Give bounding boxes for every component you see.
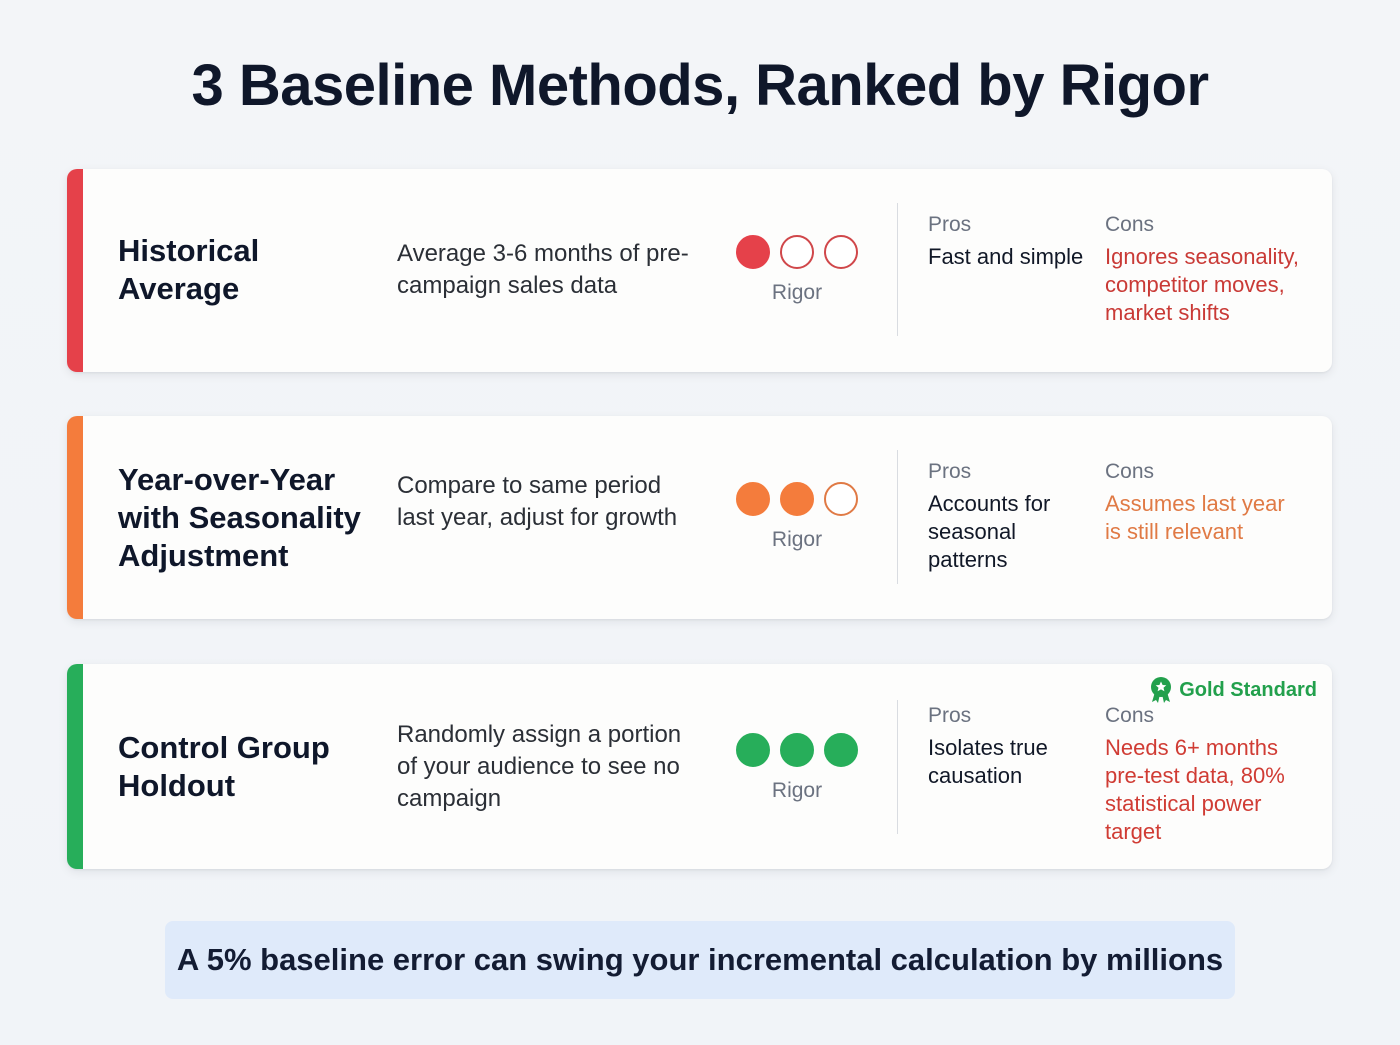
rigor-label: Rigor xyxy=(771,281,823,304)
rigor-dot-filled xyxy=(736,235,770,269)
key-insight-banner: A 5% baseline error can swing your incre… xyxy=(165,921,1235,999)
pros-label: Pros xyxy=(928,704,972,727)
pros-column: Pros Fast and simple xyxy=(928,213,1088,271)
rigor-dot-filled xyxy=(824,733,858,767)
column-divider xyxy=(897,450,898,584)
column-divider xyxy=(897,700,898,834)
rigor-dot-filled xyxy=(736,482,770,516)
pros-text: Isolates true causation xyxy=(928,735,1048,788)
rigor-label: Rigor xyxy=(771,528,823,551)
rigor-dot-filled xyxy=(780,733,814,767)
pros-text: Fast and simple xyxy=(928,244,1084,269)
cons-column: Cons Ignores seasonality, competitor mov… xyxy=(1105,213,1325,327)
rigor-rating: Rigor xyxy=(735,482,859,552)
cons-column: Cons Needs 6+ months pre-test data, 80% … xyxy=(1105,704,1325,846)
rigor-dot-empty xyxy=(824,235,858,269)
rigor-dot-filled xyxy=(736,733,770,767)
rigor-label: Rigor xyxy=(771,779,823,802)
badge-label: Gold Standard xyxy=(1179,678,1317,701)
pros-label: Pros xyxy=(928,460,972,483)
pros-label: Pros xyxy=(928,213,972,236)
rigor-rating: Rigor xyxy=(735,235,859,305)
rigor-dot-empty xyxy=(780,235,814,269)
pros-text: Accounts for seasonal patterns xyxy=(928,491,1051,572)
rigor-rating: Rigor xyxy=(735,733,859,803)
method-card-year-over-year: Year-over-Year with Seasonality Adjustme… xyxy=(67,416,1332,619)
method-card-control-group-holdout: Control Group Holdout Randomly assign a … xyxy=(67,664,1332,869)
rank-color-stripe xyxy=(67,664,83,869)
page-title: 3 Baseline Methods, Ranked by Rigor xyxy=(191,53,1209,118)
cons-text: Ignores seasonality, competitor moves, m… xyxy=(1105,244,1300,325)
method-name: Historical Average xyxy=(118,233,260,306)
cons-label: Cons xyxy=(1105,460,1155,483)
method-card-historical-average: Historical Average Average 3-6 months of… xyxy=(67,169,1332,372)
cons-label: Cons xyxy=(1105,213,1155,236)
rank-color-stripe xyxy=(67,416,83,619)
method-name: Control Group Holdout xyxy=(118,730,330,803)
cons-label: Cons xyxy=(1105,704,1155,727)
method-description: Randomly assign a portion of your audien… xyxy=(397,721,682,812)
gold-standard-badge: Gold Standard xyxy=(1149,676,1317,704)
rigor-dot-filled xyxy=(780,482,814,516)
rigor-dot-empty xyxy=(824,482,858,516)
cons-text: Assumes last year is still relevant xyxy=(1105,491,1285,544)
pros-column: Pros Isolates true causation xyxy=(928,704,1088,790)
method-name: Year-over-Year with Seasonality Adjustme… xyxy=(118,462,361,573)
rank-color-stripe xyxy=(67,169,83,372)
cons-column: Cons Assumes last year is still relevant xyxy=(1105,460,1325,546)
method-description: Average 3-6 months of pre-campaign sales… xyxy=(397,240,689,299)
award-ribbon-icon xyxy=(1151,677,1172,703)
pros-column: Pros Accounts for seasonal patterns xyxy=(928,460,1088,574)
method-description: Compare to same period last year, adjust… xyxy=(397,472,678,531)
cons-text: Needs 6+ months pre-test data, 80% stati… xyxy=(1105,735,1285,844)
column-divider xyxy=(897,203,898,336)
